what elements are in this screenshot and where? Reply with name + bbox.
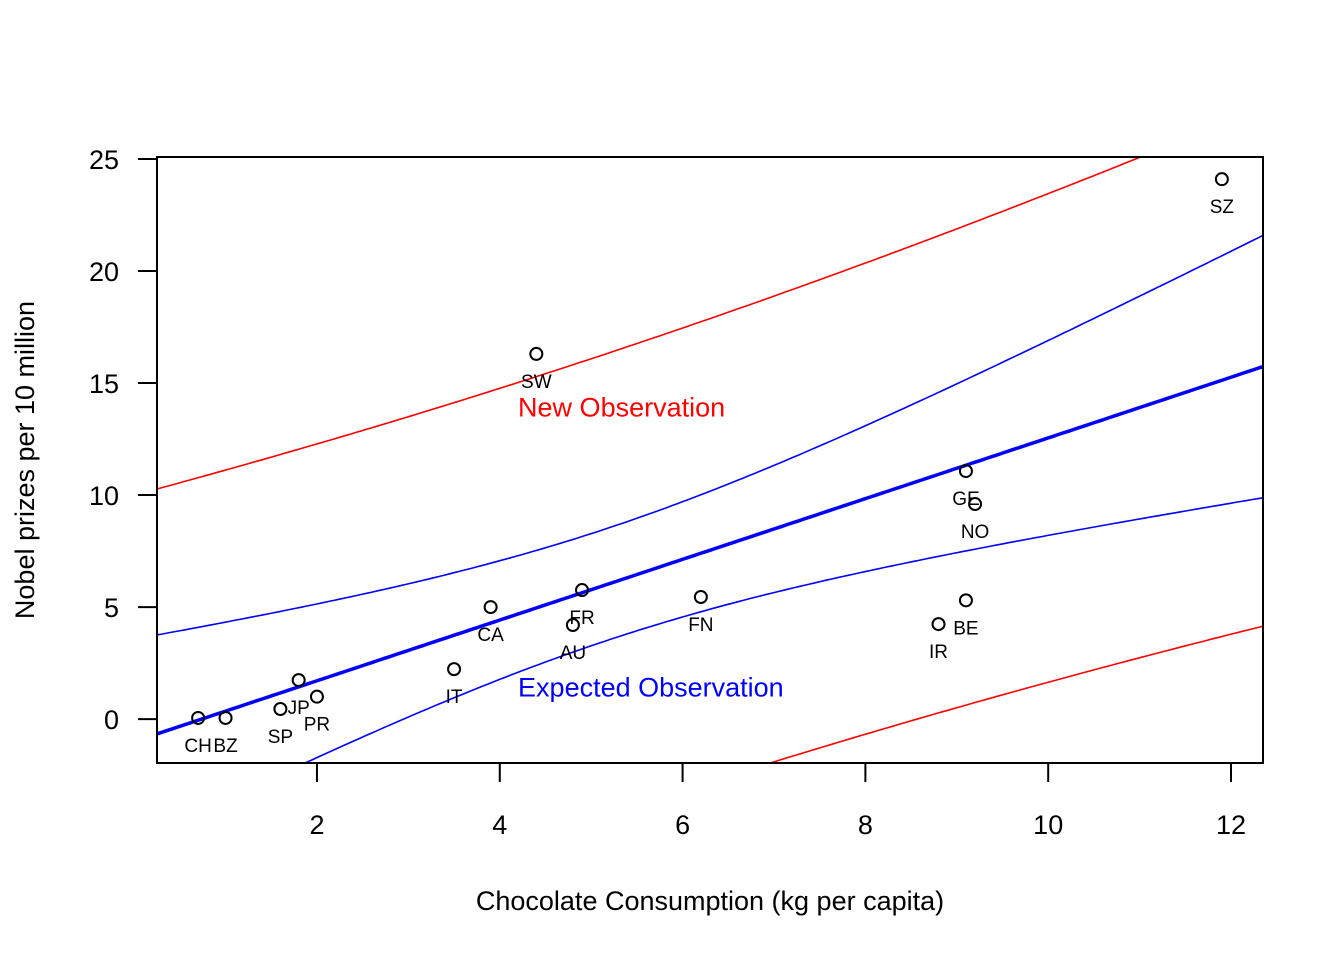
regression-fit-line — [157, 364, 1263, 736]
x-tick-label: 2 — [309, 810, 324, 840]
point-label-au: AU — [560, 643, 586, 664]
confidence-lower-line — [303, 497, 1263, 763]
y-tick-label: 5 — [104, 593, 119, 623]
point-label-no: NO — [961, 522, 990, 543]
data-point-ge — [958, 464, 973, 479]
interval-curves — [157, 157, 1263, 763]
point-label-jp: JP — [288, 698, 310, 719]
point-label-fr: FR — [569, 608, 594, 629]
data-point-bz — [218, 710, 233, 725]
point-label-bz: BZ — [213, 736, 238, 757]
confidence-upper-line — [157, 234, 1263, 636]
y-tick-label: 20 — [89, 257, 119, 287]
data-point-sp — [273, 702, 288, 717]
annotation-new-observation: New Observation — [518, 393, 725, 423]
point-label-sz: SZ — [1210, 197, 1235, 218]
data-point-ir — [931, 617, 946, 632]
y-tick-label: 10 — [89, 481, 119, 511]
data-point-be — [958, 593, 973, 608]
x-tick-label: 10 — [1033, 810, 1063, 840]
point-label-ir: IR — [929, 642, 948, 663]
point-label-ch: CH — [184, 736, 211, 757]
y-tick-label: 15 — [89, 369, 119, 399]
x-axis: 2 4 6 8 10 12 — [309, 763, 1246, 840]
data-point-sw — [529, 346, 544, 361]
point-label-ge: GE — [952, 489, 979, 510]
data-point-ca — [483, 600, 498, 615]
point-label-fn: FN — [688, 615, 713, 636]
y-tick-label: 0 — [104, 705, 119, 735]
prediction-lower-line — [767, 625, 1263, 763]
data-point-au — [565, 617, 580, 632]
data-point-fn — [693, 589, 708, 604]
point-label-sp: SP — [268, 727, 293, 748]
data-point-it — [447, 662, 462, 677]
x-tick-label: 4 — [492, 810, 507, 840]
annotations: New Observation Expected Observation — [518, 393, 784, 703]
prediction-upper-line — [157, 157, 1143, 490]
data-point-ch — [191, 710, 206, 725]
data-point-fr — [575, 583, 590, 598]
data-point-no — [968, 497, 983, 512]
y-tick-label: 25 — [89, 145, 119, 175]
data-point-sz — [1214, 172, 1229, 187]
annotation-expected-observation: Expected Observation — [518, 673, 784, 703]
point-label-be: BE — [953, 618, 978, 639]
x-tick-label: 8 — [858, 810, 873, 840]
plot-frame — [156, 156, 1264, 764]
y-axis-title: Nobel prizes per 10 million — [10, 301, 40, 619]
x-tick-label: 12 — [1216, 810, 1246, 840]
x-tick-label: 6 — [675, 810, 690, 840]
point-label-sw: SW — [521, 372, 552, 393]
data-point-jp — [291, 673, 306, 688]
point-label-it: IT — [446, 687, 463, 708]
x-axis-title: Chocolate Consumption (kg per capita) — [476, 886, 944, 916]
point-label-pr: PR — [304, 715, 330, 736]
data-point-pr — [309, 689, 324, 704]
y-axis: 0 5 10 15 20 25 — [89, 145, 157, 735]
point-label-ca: CA — [477, 625, 504, 646]
